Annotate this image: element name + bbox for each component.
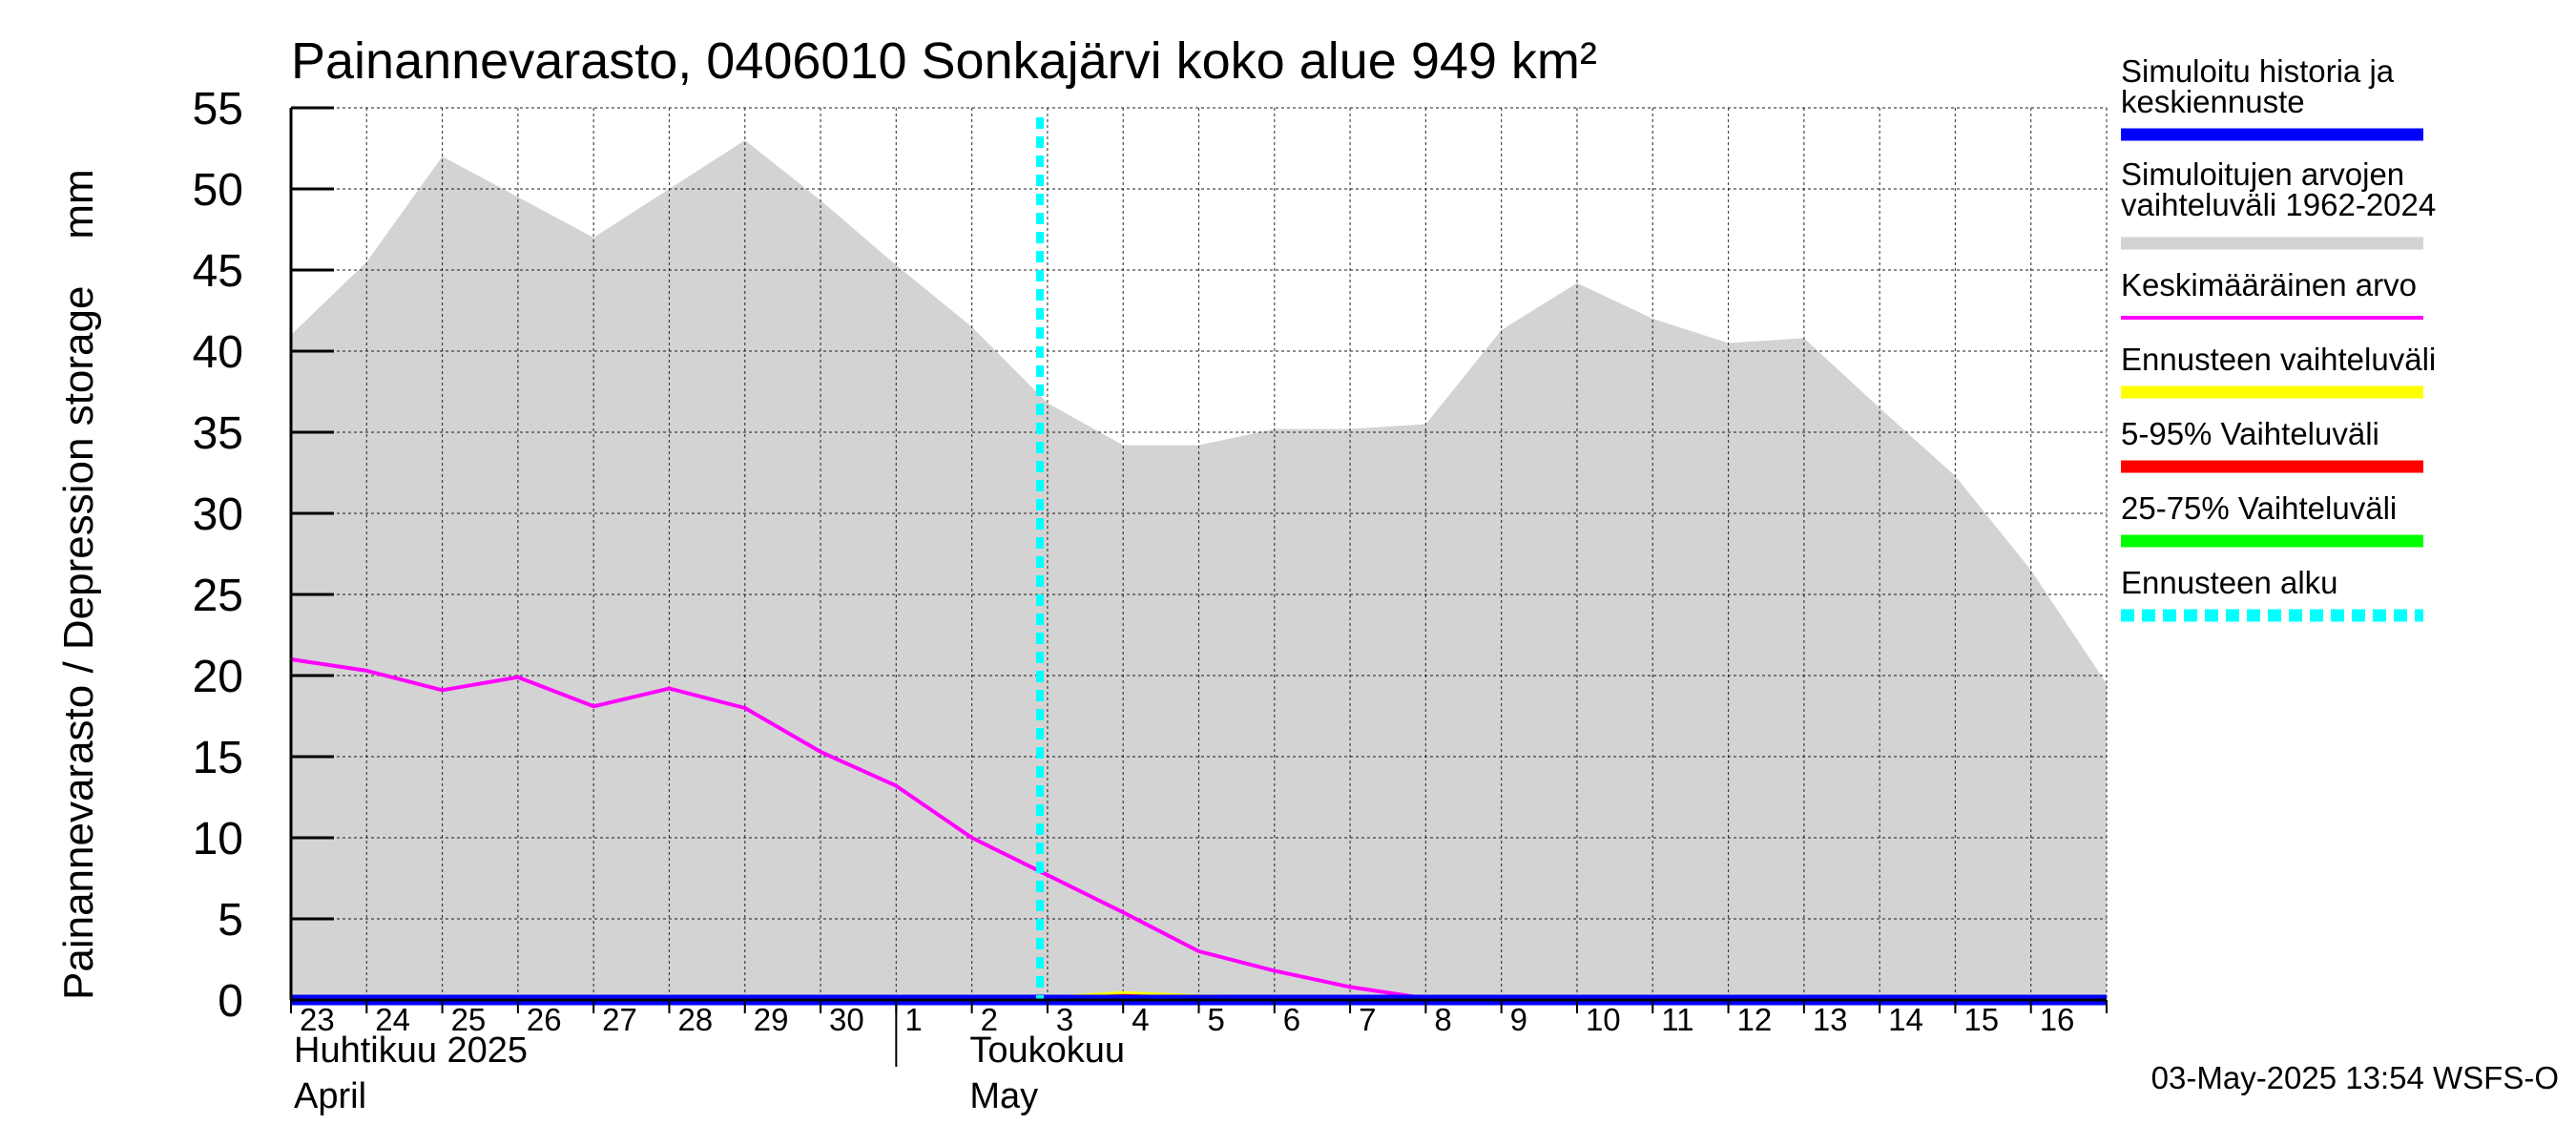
x-tick-label: 4 (1132, 1002, 1149, 1037)
y-tick-label: 35 (193, 408, 243, 459)
month-label-line1: Huhtikuu 2025 (294, 1030, 528, 1071)
month-label-line1: Toukokuu (969, 1030, 1125, 1071)
x-tick-label: 1 (904, 1002, 922, 1037)
x-tick-label: 6 (1283, 1002, 1300, 1037)
x-tick-label: 8 (1434, 1002, 1451, 1037)
x-tick-label: 11 (1661, 1002, 1693, 1037)
x-tick-label: 28 (677, 1002, 713, 1037)
chart-title: Painannevarasto, 0406010 Sonkajärvi koko… (291, 32, 1597, 90)
y-tick-label: 40 (193, 327, 243, 378)
x-tick-label: 25 (451, 1002, 487, 1037)
x-tick-label: 16 (2040, 1002, 2075, 1037)
x-tick-label: 30 (829, 1002, 864, 1037)
y-tick-label: 10 (193, 814, 243, 864)
y-axis-label: Painannevarasto / Depression storage mm (55, 169, 102, 1000)
x-tick-label: 9 (1510, 1002, 1527, 1037)
legend-label: 5-95% Vaihteluväli (2121, 416, 2379, 451)
y-tick-label: 55 (193, 84, 243, 135)
y-tick-label: 20 (193, 652, 243, 702)
y-tick-label: 0 (218, 976, 243, 1027)
x-tick-label: 7 (1359, 1002, 1376, 1037)
x-tick-label: 13 (1813, 1002, 1848, 1037)
legend-label: Ennusteen alku (2121, 565, 2338, 600)
x-tick-label: 27 (602, 1002, 637, 1037)
month-label-line2: April (294, 1076, 366, 1116)
legend-label: Simuloitujen arvojen (2121, 156, 2404, 192)
y-tick-label: 25 (193, 571, 243, 621)
y-tick-label: 45 (193, 246, 243, 297)
legend-label: 25-75% Vaihteluväli (2121, 490, 2397, 526)
x-tick-label: 12 (1737, 1002, 1773, 1037)
legend-label: Ennusteen vaihteluväli (2121, 342, 2436, 377)
y-tick-label: 50 (193, 165, 243, 216)
x-tick-label: 2 (981, 1002, 998, 1037)
x-tick-label: 14 (1888, 1002, 1923, 1037)
timestamp: 03-May-2025 13:54 WSFS-O (2151, 1060, 2559, 1095)
legend-label: keskiennuste (2121, 84, 2305, 119)
month-label-line2: May (969, 1076, 1038, 1116)
y-tick-label: 30 (193, 489, 243, 540)
y-tick-label: 15 (193, 733, 243, 783)
x-tick-label: 23 (300, 1002, 335, 1037)
legend-label: Keskimääräinen arvo (2121, 267, 2417, 302)
x-tick-label: 15 (1963, 1002, 1999, 1037)
y-tick-label: 5 (218, 895, 243, 946)
x-tick-label: 29 (754, 1002, 789, 1037)
x-tick-label: 24 (375, 1002, 410, 1037)
legend-label: Simuloitu historia ja (2121, 53, 2395, 89)
x-tick-label: 10 (1586, 1002, 1621, 1037)
x-tick-label: 5 (1208, 1002, 1225, 1037)
grid-layer (291, 107, 2108, 1000)
x-tick-label: 26 (527, 1002, 562, 1037)
legend-label: vaihteluväli 1962-2024 (2121, 187, 2436, 222)
x-tick-label: 3 (1056, 1002, 1073, 1037)
